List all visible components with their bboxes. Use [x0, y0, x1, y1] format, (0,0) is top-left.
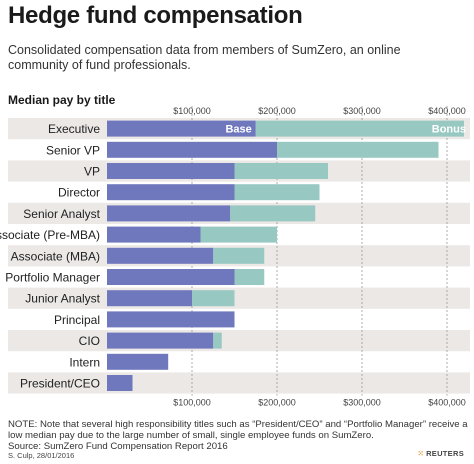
category-label: Senior VP	[46, 143, 100, 157]
category-label: Associate (MBA)	[11, 249, 100, 263]
bar-base	[107, 375, 133, 391]
bar-chart: Executive Senior VP VP Director Senior Analy…	[0, 106, 470, 408]
bar-bonus	[213, 332, 222, 349]
bar-bonus	[234, 269, 265, 285]
category-label: Portfolio Manager	[5, 271, 100, 285]
bar-bonus	[200, 226, 277, 243]
bar-base	[107, 247, 214, 264]
bar-base	[107, 141, 277, 158]
category-label: Junior Analyst	[25, 292, 100, 306]
x-tick-label-bottom: $300,000	[343, 398, 381, 408]
category-label: Associate (Pre-MBA)	[0, 228, 100, 242]
bar-base	[107, 290, 192, 307]
credit-line: S. Culp, 28/01/2016	[8, 451, 75, 460]
bar-base	[107, 226, 201, 243]
bar-base	[107, 332, 214, 349]
footnote: NOTE: Note that several high responsibil…	[8, 419, 468, 452]
footnote-note: NOTE: Note that several high responsibil…	[8, 419, 468, 441]
chart-subtitle: Consolidated compensation data from memb…	[8, 43, 401, 72]
x-tick-label-top: $100,000	[173, 106, 211, 116]
bar-bonus	[234, 184, 320, 201]
bar-bonus	[234, 163, 328, 179]
reuters-logo: ⁙ REUTERS	[417, 449, 464, 458]
bar-bonus	[192, 290, 235, 307]
category-label: Senior Analyst	[23, 207, 100, 221]
bar-base	[107, 353, 169, 370]
reuters-logo-text: REUTERS	[426, 449, 464, 458]
bar-base	[107, 120, 256, 137]
category-label: Intern	[69, 355, 100, 369]
bar-base	[107, 311, 235, 328]
legend-base-label: Base	[225, 124, 251, 136]
bar-bonus	[277, 141, 439, 158]
x-tick-label-top: $400,000	[428, 106, 466, 116]
category-label: President/CEO	[20, 377, 100, 391]
footnote-source: Source: SumZero Fund Compensation Report…	[8, 441, 228, 452]
category-label: CIO	[79, 334, 100, 348]
category-label: Director	[58, 186, 100, 200]
x-tick-label-bottom: $100,000	[173, 398, 211, 408]
bar-base	[107, 184, 235, 201]
row-stripe	[8, 330, 470, 352]
section-label: Median pay by title	[8, 93, 116, 107]
bar-bonus	[255, 120, 464, 137]
category-label: Principal	[54, 313, 100, 327]
chart-title: Hedge fund compensation	[8, 2, 303, 29]
bar-base	[107, 163, 235, 179]
bar-bonus	[213, 247, 265, 264]
x-tick-label-top: $300,000	[343, 106, 381, 116]
reuters-logo-icon: ⁙	[417, 449, 425, 458]
x-tick-label-bottom: $200,000	[258, 398, 296, 408]
bar-base	[107, 269, 235, 285]
bar-bonus	[230, 205, 316, 222]
legend-bonus-label: Bonus	[432, 124, 466, 136]
bar-base	[107, 205, 231, 222]
category-label: VP	[84, 165, 100, 179]
category-label: Executive	[48, 122, 100, 136]
x-tick-label-bottom: $400,000	[428, 398, 466, 408]
x-tick-label-top: $200,000	[258, 106, 296, 116]
